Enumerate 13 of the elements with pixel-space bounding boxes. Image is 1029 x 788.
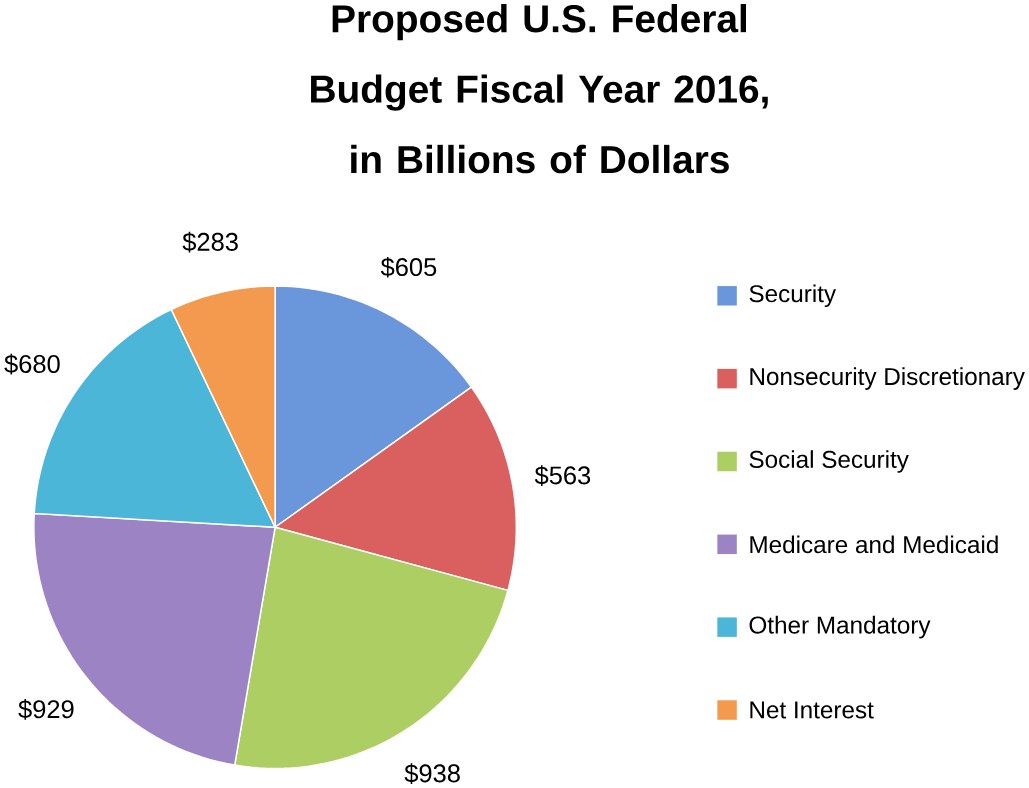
data-label: $680 — [4, 353, 60, 375]
legend-label: Nonsecurity Discretionary — [750, 367, 1025, 390]
legend-label: Security — [749, 284, 837, 308]
legend-label: Medicare and Medicaid — [750, 535, 998, 554]
data-label: $605 — [380, 257, 437, 278]
data-label: $938 — [404, 763, 460, 784]
chart-title: Proposed U.S. Federal Budget Fiscal Year 2016, in Billions of Dollars — [311, 4, 768, 174]
data-label: $563 — [534, 465, 591, 486]
legend-label: Other Mandatory — [749, 615, 931, 639]
data-label: $929 — [18, 699, 74, 720]
legend-label: Social Security — [749, 450, 909, 473]
data-label: $283 — [182, 231, 238, 253]
legend-label: Net Interest — [750, 701, 874, 719]
